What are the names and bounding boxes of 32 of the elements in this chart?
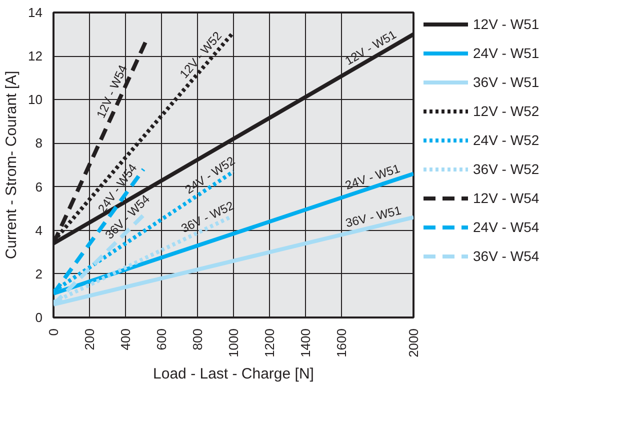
y-tick-label: 4 <box>35 222 43 238</box>
legend-label: 36V - W54 <box>473 248 540 264</box>
x-tick-label: 400 <box>118 328 133 350</box>
y-tick-label: 0 <box>35 310 43 325</box>
y-tick-label: 8 <box>35 136 43 151</box>
legend-label: 24V - W51 <box>473 45 540 61</box>
x-tick-label: 800 <box>190 328 205 350</box>
legend-label: 12V - W54 <box>473 190 540 206</box>
y-tick-label: 14 <box>28 5 43 20</box>
y-tick-label: 2 <box>35 266 43 282</box>
x-tick-label: 1600 <box>334 328 349 358</box>
x-tick-label: 0 <box>46 328 61 336</box>
y-axis-title: Current - Strom- Courant [A] <box>3 70 20 260</box>
legend-label: 12V - W51 <box>473 16 540 32</box>
legend-label: 24V - W54 <box>473 219 540 235</box>
y-tick-label: 10 <box>28 92 43 108</box>
y-tick-label: 12 <box>28 48 43 64</box>
annotation: 12V - W54 <box>94 62 130 120</box>
x-tick-label: 2000 <box>406 328 421 358</box>
x-tick-label: 1000 <box>226 328 241 358</box>
x-tick-label: 200 <box>82 328 97 350</box>
legend-label: 36V - W51 <box>473 74 540 90</box>
x-axis-title: Load - Last - Charge [N] <box>153 365 314 382</box>
legend-label: 24V - W52 <box>473 132 540 148</box>
legend-label: 36V - W52 <box>473 161 540 177</box>
x-tick-label: 1200 <box>262 328 277 358</box>
annotation: 36V - W51 <box>344 203 403 230</box>
y-tick-label: 6 <box>35 179 43 194</box>
legend-label: 12V - W52 <box>473 103 540 119</box>
x-tick-label: 1400 <box>298 328 313 358</box>
x-tick-label: 600 <box>154 328 169 350</box>
annotation: 24V - W51 <box>343 161 402 192</box>
